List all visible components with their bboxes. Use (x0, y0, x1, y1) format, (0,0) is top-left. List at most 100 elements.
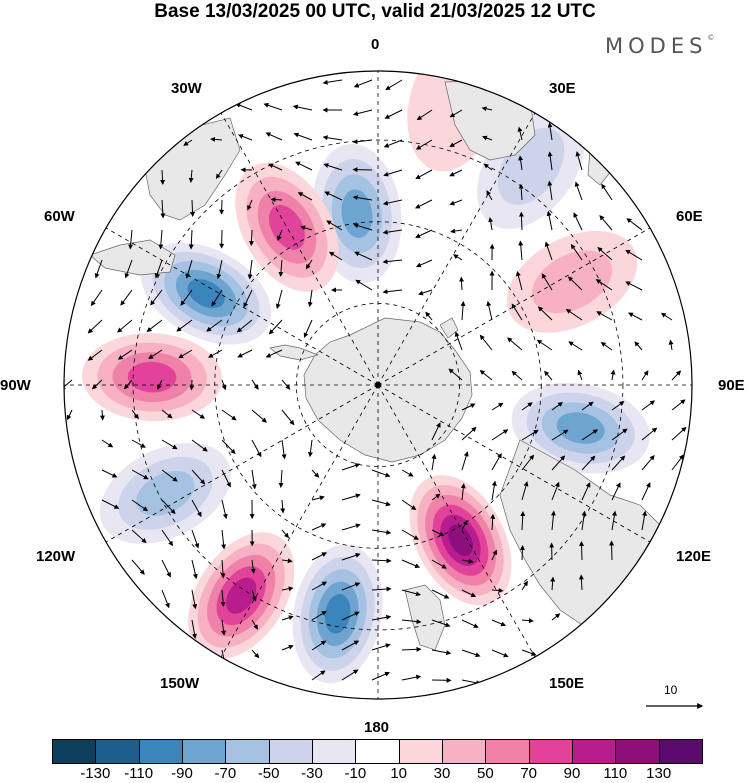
wind-vector-79 (247, 259, 253, 280)
wind-vector-63 (326, 220, 343, 231)
wind-vector-177 (131, 439, 146, 448)
wind-vector-84 (382, 259, 403, 265)
wind-vector-211 (641, 455, 655, 471)
new-zealand-land (404, 584, 446, 651)
wind-vector-204 (431, 453, 437, 471)
wind-vector-99 (275, 289, 283, 309)
graticule (64, 71, 692, 699)
lon-label-90w: 90W (0, 377, 31, 394)
wind-vector-262 (491, 549, 498, 561)
wind-vector-69 (518, 211, 524, 231)
wind-vector-104 (418, 289, 433, 296)
wind-vector-26 (188, 169, 194, 183)
wind-vector-298 (311, 640, 327, 651)
wind-vector-198 (251, 469, 257, 490)
wind-vector-41 (190, 199, 196, 218)
wind-vector-83 (354, 251, 373, 261)
wind-vector-290 (431, 619, 451, 628)
wind-vector-250 (131, 559, 145, 575)
wind-vector-223 (401, 499, 417, 511)
wind-vector-187 (521, 429, 539, 441)
wind-vector-98 (243, 289, 253, 308)
wind-vector-113 (117, 319, 133, 333)
wind-vector-297 (281, 644, 294, 651)
wind-vector-232 (131, 529, 147, 544)
wind-vector-161 (99, 409, 105, 421)
wind-vector-155 (544, 370, 553, 381)
wind-vector-168 (461, 403, 476, 411)
lon-label-180: 180 (364, 719, 390, 736)
wind-vector-27 (215, 169, 223, 180)
lon-label-120w: 120W (36, 548, 76, 565)
wind-vector-265 (579, 541, 585, 561)
wind-vector-289 (401, 619, 422, 625)
wind-vector-160 (66, 409, 73, 421)
wind-vector-307 (341, 669, 359, 681)
wind-vector-39 (575, 151, 583, 171)
wind-vector-139 (536, 339, 553, 351)
wind-vector-277 (461, 589, 477, 597)
colorbar-tick-label: -50 (257, 765, 280, 782)
wind-vector-167 (281, 409, 295, 426)
wind-vector-176 (101, 439, 114, 448)
colorbar-tick-label: 90 (563, 765, 581, 782)
wind-vector-51 (486, 190, 493, 201)
wind-vector-294 (551, 613, 561, 621)
wind-vector-141 (600, 342, 613, 351)
wind-vector-227 (521, 481, 529, 501)
wind-vector-16 (293, 132, 313, 141)
wind-vector-53 (547, 180, 553, 201)
wind-vector-127 (628, 312, 643, 321)
colorbar-segment-8 (398, 739, 443, 764)
wind-vector-228 (551, 481, 560, 501)
wind-vector-281 (578, 574, 584, 591)
wind-vector-243 (461, 519, 468, 531)
wind-vector-57 (158, 229, 164, 250)
wind-vector-244 (490, 513, 496, 531)
wind-vector-123 (511, 303, 523, 321)
wind-vector-182 (281, 439, 287, 460)
anomaly-contour-7-5 (448, 524, 473, 557)
colorbar-tick-label: -110 (124, 765, 154, 782)
lon-label-60w: 60W (44, 208, 75, 225)
wind-vector-260 (431, 559, 447, 569)
wind-vector-67 (450, 228, 463, 234)
wind-vector-1 (353, 79, 373, 88)
wind-vector-75 (124, 259, 133, 279)
wind-vector-5 (292, 104, 313, 111)
wind-vector-151 (281, 379, 291, 390)
wind-vector-133 (208, 349, 223, 358)
wind-vector-43 (247, 199, 253, 211)
wind-vector-131 (148, 349, 163, 359)
wind-vector-202 (371, 469, 391, 478)
wind-vector-29 (268, 163, 283, 171)
wind-vector-70 (546, 210, 553, 231)
wind-vector-274 (371, 586, 392, 592)
wind-vector-285 (281, 615, 294, 621)
wind-vector-100 (307, 289, 313, 308)
wind-vector-132 (178, 349, 193, 359)
wind-vector-18 (352, 139, 373, 145)
colorbar-tick-label: 70 (520, 765, 537, 782)
colorbar-segment-2 (138, 739, 183, 764)
wind-vector-225 (460, 483, 466, 501)
lon-label-30e: 30E (549, 80, 576, 97)
wind-vector-162 (131, 409, 139, 420)
wind-vector-263 (519, 545, 525, 561)
wind-vector-172 (581, 401, 594, 411)
wind-vector-220 (311, 495, 325, 501)
wind-vector-163 (161, 409, 173, 419)
reference-vector-label: 10 (664, 683, 678, 697)
wind-vector-117 (236, 319, 253, 333)
wind-vector-33 (383, 169, 403, 177)
wind-vector-76 (154, 259, 163, 279)
anomaly-contour-3-3 (127, 361, 177, 393)
wind-vector-193 (101, 469, 118, 478)
lon-label-150w: 150W (160, 675, 200, 692)
wind-vector-77 (185, 259, 193, 279)
wind-vector-178 (161, 439, 178, 450)
wind-vector-231 (641, 482, 651, 501)
wind-vector-58 (188, 229, 194, 250)
wind-vector-37 (518, 155, 524, 171)
anomaly-contour-6-4 (324, 594, 351, 634)
